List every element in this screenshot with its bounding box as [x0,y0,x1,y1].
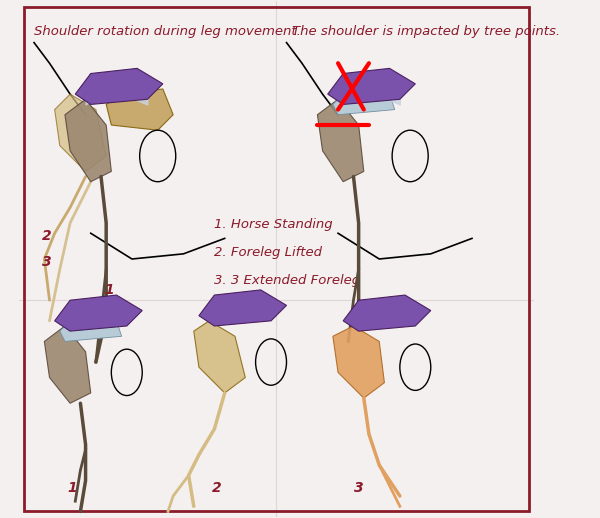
Polygon shape [60,321,122,341]
Text: 2: 2 [42,229,52,243]
Polygon shape [343,295,431,331]
Text: 1: 1 [68,481,77,495]
Polygon shape [55,295,142,331]
Text: The shoulder is impacted by tree points.: The shoulder is impacted by tree points. [292,24,560,38]
Text: 1: 1 [104,283,113,297]
Polygon shape [333,94,395,115]
Polygon shape [194,321,245,393]
Polygon shape [106,89,173,130]
Polygon shape [44,326,91,403]
Polygon shape [55,94,106,171]
Text: 3. 3 Extended Foreleg: 3. 3 Extended Foreleg [214,275,361,287]
Polygon shape [317,99,364,182]
Polygon shape [328,68,415,105]
Text: 2: 2 [212,481,222,495]
Text: 3: 3 [354,481,364,495]
Polygon shape [333,326,385,398]
Polygon shape [65,99,112,182]
Text: 3: 3 [42,254,52,268]
Text: 2. Foreleg Lifted: 2. Foreleg Lifted [214,246,322,259]
Text: Shoulder rotation during leg movement.: Shoulder rotation during leg movement. [34,24,301,38]
Polygon shape [75,68,163,105]
Text: 1. Horse Standing: 1. Horse Standing [214,218,333,231]
Polygon shape [199,290,287,326]
